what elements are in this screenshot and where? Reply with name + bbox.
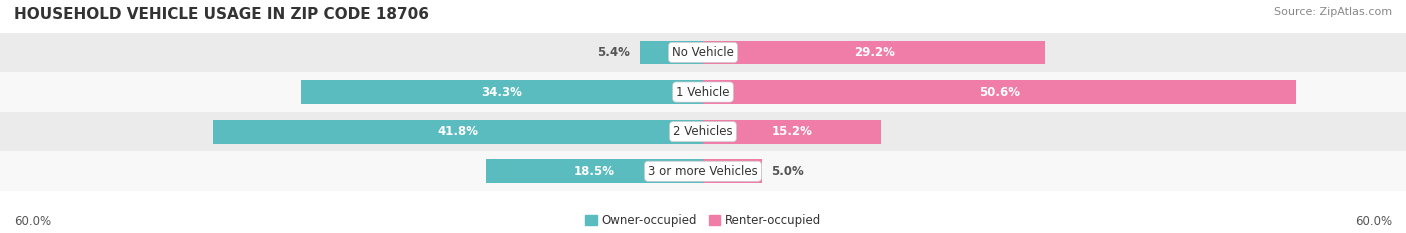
Text: 5.4%: 5.4% <box>598 46 630 59</box>
Bar <box>0 72 1406 112</box>
Bar <box>214 120 703 144</box>
Bar <box>301 80 703 104</box>
Text: 5.0%: 5.0% <box>770 165 804 178</box>
Text: 41.8%: 41.8% <box>437 125 478 138</box>
Bar <box>0 151 1406 191</box>
Bar <box>703 159 762 183</box>
Text: 34.3%: 34.3% <box>482 86 523 99</box>
Text: 18.5%: 18.5% <box>574 165 614 178</box>
Text: HOUSEHOLD VEHICLE USAGE IN ZIP CODE 18706: HOUSEHOLD VEHICLE USAGE IN ZIP CODE 1870… <box>14 7 429 22</box>
Text: 60.0%: 60.0% <box>1355 215 1392 228</box>
Bar <box>486 159 703 183</box>
Bar <box>703 120 882 144</box>
Text: 50.6%: 50.6% <box>979 86 1019 99</box>
Text: 60.0%: 60.0% <box>14 215 51 228</box>
Text: 1 Vehicle: 1 Vehicle <box>676 86 730 99</box>
Bar <box>640 41 703 64</box>
Text: 15.2%: 15.2% <box>772 125 813 138</box>
Text: 2 Vehicles: 2 Vehicles <box>673 125 733 138</box>
Text: Source: ZipAtlas.com: Source: ZipAtlas.com <box>1274 7 1392 17</box>
Text: No Vehicle: No Vehicle <box>672 46 734 59</box>
Bar <box>703 41 1045 64</box>
Bar <box>0 112 1406 151</box>
Bar <box>0 33 1406 72</box>
Text: 29.2%: 29.2% <box>853 46 894 59</box>
Bar <box>703 80 1296 104</box>
Text: 3 or more Vehicles: 3 or more Vehicles <box>648 165 758 178</box>
Legend: Owner-occupied, Renter-occupied: Owner-occupied, Renter-occupied <box>585 214 821 227</box>
